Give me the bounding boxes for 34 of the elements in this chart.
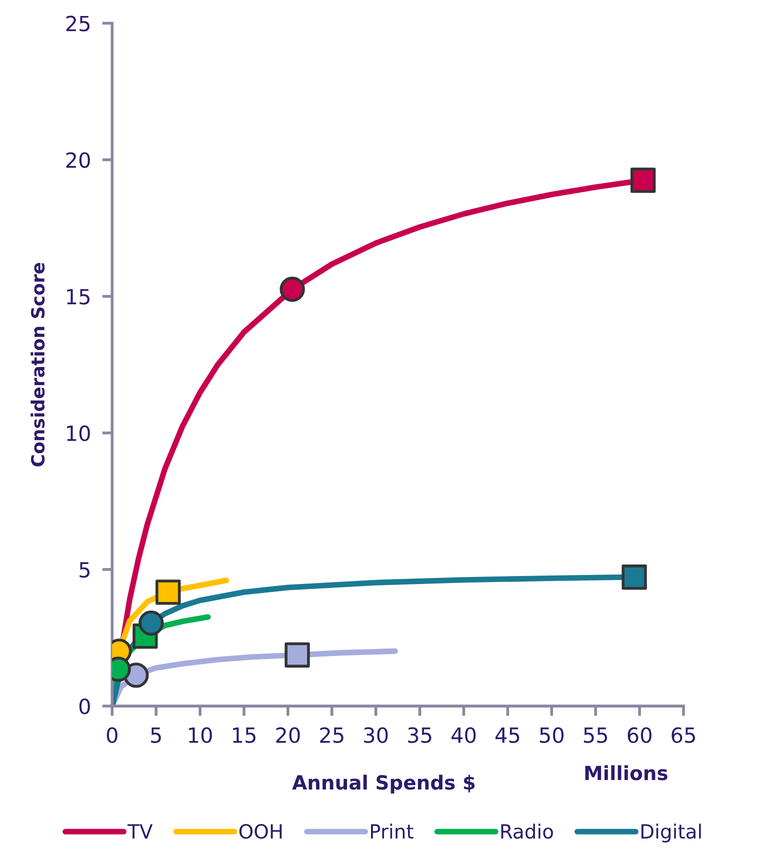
x-tick-label: 30: [364, 727, 388, 744]
x-tick-label: 0: [106, 727, 118, 744]
x-tick-label: 10: [189, 727, 212, 744]
point: [284, 642, 310, 668]
point: [156, 580, 181, 605]
y-tick-label: 5: [80, 562, 90, 578]
x-tick-label: 35: [408, 727, 432, 744]
x-tick-label: 60: [628, 727, 652, 744]
x-tick-label: 15: [233, 728, 256, 744]
y-tick-label: 0: [79, 698, 90, 714]
legend-label: TV: [128, 824, 153, 838]
legend-label: OOH: [239, 824, 282, 839]
point: [622, 564, 647, 590]
y-tick-label: 10: [67, 425, 90, 442]
text: Millions: [585, 765, 668, 780]
x-tick-label: 25: [320, 727, 344, 744]
x-axis-title: Annual Spends $: [292, 774, 475, 794]
x-tick-label: 55: [584, 728, 608, 744]
point: [280, 276, 305, 302]
x-tick-label: 5: [151, 728, 161, 744]
x-tick-label: 50: [540, 727, 564, 744]
y-tick-label: 20: [66, 152, 90, 168]
legend-label: Print: [371, 824, 414, 838]
y-tick-label: 25: [66, 16, 90, 32]
y-axis-title: Consideration Score: [30, 262, 45, 466]
legend-label: Digital: [641, 824, 701, 842]
y-tick-label: 15: [67, 289, 90, 305]
x-tick-label: 65: [672, 727, 695, 744]
x-tick-label: 45: [495, 728, 520, 744]
point: [138, 610, 164, 636]
x-tick-label: 40: [452, 727, 476, 744]
legend-label: Radio: [501, 824, 553, 839]
x-tick-label: 20: [276, 727, 300, 744]
point: [630, 168, 656, 193]
